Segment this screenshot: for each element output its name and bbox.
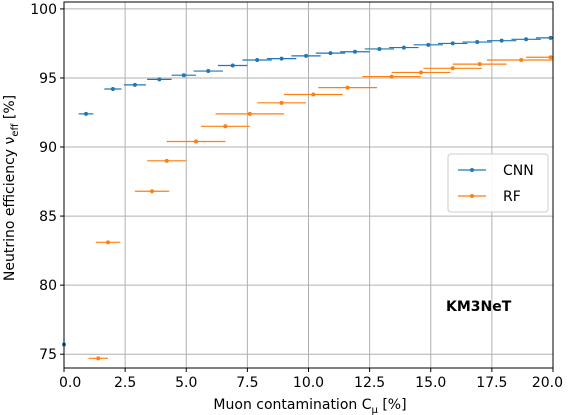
x-axis-title: Muon contamination Cμ [%] xyxy=(213,397,406,415)
legend-item-rf: RF xyxy=(458,189,521,205)
y-tick-label: 100 xyxy=(30,2,57,18)
data-point xyxy=(426,42,431,47)
y-tick-label: 80 xyxy=(39,278,57,294)
data-point xyxy=(223,124,228,129)
series-rf xyxy=(88,55,553,361)
x-tick-label: 17.5 xyxy=(476,375,507,391)
legend-marker-cnn-dot xyxy=(470,168,474,172)
grid xyxy=(63,2,554,368)
legend: CNN RF xyxy=(447,153,549,213)
data-point xyxy=(450,41,455,46)
data-point xyxy=(84,111,89,116)
y-axis-title: Neutrino efficiency νeff [%] xyxy=(2,95,21,281)
data-point xyxy=(150,189,155,194)
y-tick-label: 90 xyxy=(39,140,57,156)
data-point xyxy=(181,73,186,78)
series-cnn xyxy=(62,35,553,347)
y-tick-label: 85 xyxy=(39,209,57,225)
y-tick-label: 75 xyxy=(39,347,57,363)
data-point xyxy=(352,49,357,54)
data-point xyxy=(230,63,235,68)
data-point xyxy=(475,40,480,45)
x-tick-label: 2.5 xyxy=(114,375,136,391)
data-point xyxy=(418,70,423,75)
axis-ticks: 0.0 2.5 5.0 7.5 10.0 12.5 15.0 17.5 20.0 75 80 85 90… xyxy=(30,2,563,391)
data-point xyxy=(389,74,394,79)
data-point xyxy=(499,38,504,43)
data-point xyxy=(206,69,211,74)
data-point xyxy=(194,139,199,144)
data-point xyxy=(477,62,482,67)
legend-label-cnn: CNN xyxy=(503,163,534,179)
data-point xyxy=(255,58,260,63)
data-point xyxy=(110,87,115,92)
data-point xyxy=(519,58,524,63)
x-tick-label: 15.0 xyxy=(415,375,446,391)
data-point xyxy=(106,240,111,245)
data-point xyxy=(450,66,455,71)
data-point xyxy=(164,158,169,163)
data-point xyxy=(279,100,284,105)
x-tick-label: 10.0 xyxy=(293,375,324,391)
x-tick-label: 0.0 xyxy=(59,375,81,391)
plot-data xyxy=(62,35,553,361)
data-point xyxy=(96,356,101,361)
data-point xyxy=(132,82,137,87)
data-point xyxy=(311,92,316,97)
data-point xyxy=(377,46,382,51)
data-point xyxy=(548,55,553,60)
data-point xyxy=(548,35,553,40)
x-tick-label: 20.0 xyxy=(532,375,563,391)
x-tick-label: 12.5 xyxy=(354,375,385,391)
x-tick-label: 7.5 xyxy=(236,375,258,391)
legend-marker-rf-dot xyxy=(470,194,474,198)
data-point xyxy=(157,77,162,82)
legend-item-cnn: CNN xyxy=(458,163,534,179)
data-point xyxy=(247,111,252,116)
legend-label-rf: RF xyxy=(503,189,521,205)
data-point xyxy=(279,56,284,61)
annotation-km3net: KM3NeT xyxy=(446,299,512,315)
y-tick-label: 95 xyxy=(39,71,57,87)
data-point xyxy=(328,51,333,56)
x-tick-label: 5.0 xyxy=(175,375,197,391)
data-point xyxy=(524,37,529,42)
data-point xyxy=(401,45,406,50)
data-point xyxy=(304,53,309,58)
data-point xyxy=(345,85,350,90)
